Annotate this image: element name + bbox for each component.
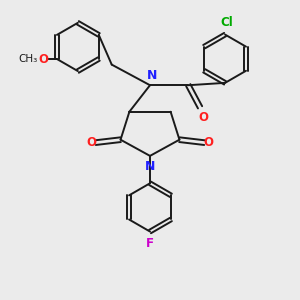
Text: CH₃: CH₃ <box>18 54 37 64</box>
Text: O: O <box>87 136 97 149</box>
Text: N: N <box>147 69 158 82</box>
Text: O: O <box>38 52 48 65</box>
Text: F: F <box>146 237 154 250</box>
Text: O: O <box>198 111 208 124</box>
Text: N: N <box>145 160 155 173</box>
Text: O: O <box>203 136 213 149</box>
Text: Cl: Cl <box>220 16 233 29</box>
